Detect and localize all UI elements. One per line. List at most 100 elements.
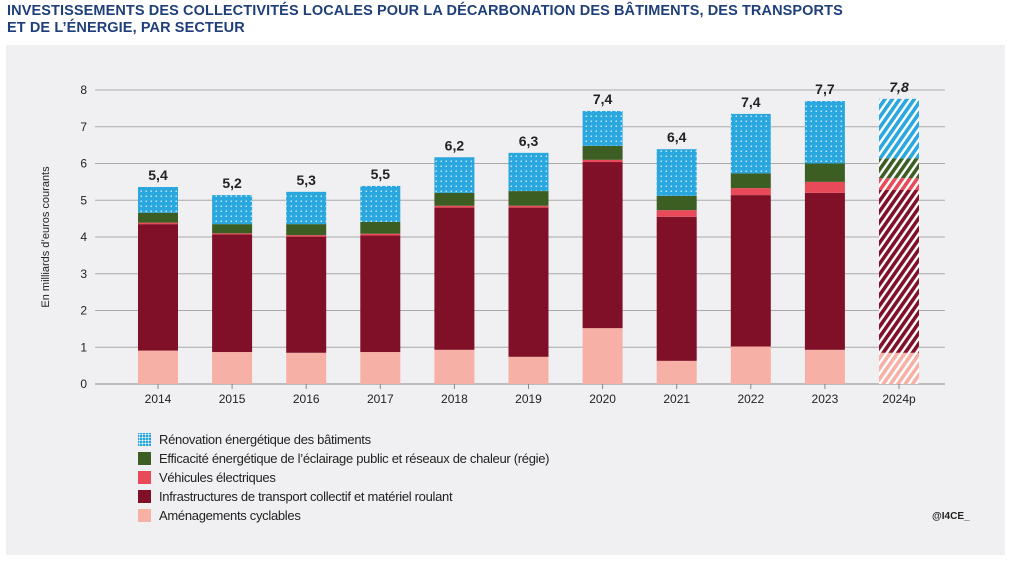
bar-segment [730, 113, 771, 174]
total-label: 7,4 [593, 91, 613, 107]
bar-segment [582, 110, 623, 146]
bar-segment [360, 233, 401, 236]
bar-segment [434, 192, 475, 206]
bar-segment [286, 236, 327, 353]
bar-segment [360, 221, 401, 234]
legend-item: Infrastructures de transport collectif e… [138, 487, 549, 506]
bar-segment [138, 187, 178, 213]
bar-segment [879, 189, 919, 353]
x-tick-label: 2023 [812, 392, 839, 406]
bar-segment [138, 222, 178, 225]
x-tick-label: 2024p [882, 392, 916, 406]
total-label: 6,3 [519, 133, 539, 149]
legend: Rénovation énergétique des bâtiments Effi… [138, 430, 550, 525]
legend-swatch [138, 490, 151, 503]
legend-swatch [138, 509, 151, 522]
bar-segment [212, 233, 253, 235]
y-tick-label: 5 [80, 193, 87, 207]
legend-label: Efficacité énergétique de l’éclairage pu… [159, 451, 550, 466]
bar-segment [582, 162, 623, 329]
legend-item: Véhicules électriques [138, 468, 549, 487]
bar-segment [360, 185, 401, 222]
y-tick-label: 8 [80, 83, 87, 97]
x-tick-label: 2015 [219, 392, 246, 406]
total-label: 6,2 [445, 137, 465, 153]
bar-segment [804, 192, 845, 350]
legend-swatch [138, 452, 151, 465]
bar-segment [582, 328, 623, 384]
total-label: 5,4 [148, 167, 168, 183]
y-tick-label: 3 [80, 267, 87, 281]
bar-segment [508, 191, 549, 206]
bar-segment [730, 188, 771, 196]
total-label: 5,5 [371, 166, 391, 182]
bar-segment [730, 346, 771, 384]
bar-segment [804, 181, 845, 193]
bar-segment [434, 349, 475, 384]
bar-segment [138, 350, 178, 384]
y-tick-label: 1 [80, 340, 87, 354]
legend-item: Efficacité énergétique de l’éclairage pu… [138, 449, 550, 468]
bar-segment [286, 235, 327, 237]
bar-segment [138, 212, 178, 223]
chart-title: INVESTISSEMENTS DES COLLECTIVITÉS LOCALE… [7, 3, 843, 37]
bar-segment [212, 195, 253, 225]
bar-segment [582, 145, 623, 160]
y-axis-label: En milliards d’euros courants [40, 166, 52, 308]
x-tick-label: 2022 [737, 392, 764, 406]
y-tick-label: 0 [80, 377, 87, 391]
bar-segment [286, 352, 327, 384]
x-tick-label: 2019 [515, 392, 542, 406]
bar-segment [508, 207, 549, 357]
x-tick-label: 2017 [367, 392, 394, 406]
bar-segment [434, 157, 475, 193]
y-tick-label: 6 [80, 157, 87, 171]
bar-segment [508, 356, 549, 384]
total-label: 7,8 [889, 79, 909, 95]
legend-item: Aménagements cyclables [138, 506, 549, 525]
bar-segment [434, 207, 475, 350]
bar-segment [656, 360, 697, 384]
bar-segment [212, 224, 253, 234]
y-tick-label: 4 [80, 230, 87, 244]
title-line-2: ET DE L’ÉNERGIE, PAR SECTEUR [7, 20, 245, 36]
bar-segment [508, 205, 549, 208]
x-tick-label: 2014 [145, 392, 172, 406]
bar-segment [656, 210, 697, 217]
bar-segment [879, 178, 919, 190]
bar-segment [656, 216, 697, 361]
total-label: 6,4 [667, 129, 687, 145]
bar-segment [360, 235, 401, 353]
bar-segment [804, 349, 845, 384]
bar-segment [286, 191, 327, 225]
bar-segment [879, 98, 919, 159]
y-tick-label: 7 [80, 120, 87, 134]
bar-segment [360, 352, 401, 384]
legend-label: Aménagements cyclables [159, 508, 301, 523]
legend-label: Véhicules électriques [159, 470, 276, 485]
bar-segment [138, 224, 178, 351]
legend-swatch [138, 471, 151, 484]
x-tick-label: 2018 [441, 392, 468, 406]
bar-segment [434, 205, 475, 208]
credit: @I4CE_ [932, 511, 970, 522]
bar-segment [508, 152, 549, 192]
bar-segment [656, 195, 697, 211]
bar-segment [804, 163, 845, 182]
bar-segment [730, 195, 771, 347]
legend-label: Rénovation énergétique des bâtiments [159, 432, 371, 447]
bar-segment [582, 159, 623, 163]
x-tick-label: 2016 [293, 392, 320, 406]
title-line-1: INVESTISSEMENTS DES COLLECTIVITÉS LOCALE… [7, 3, 843, 19]
bar-segment [879, 352, 919, 384]
bar-segment [656, 149, 697, 196]
x-tick-label: 2020 [589, 392, 616, 406]
total-label: 5,3 [296, 172, 316, 188]
bar-segment [879, 158, 919, 179]
bar-segment [804, 101, 845, 164]
legend-item: Rénovation énergétique des bâtiments [138, 430, 549, 449]
legend-swatch [138, 433, 151, 446]
total-label: 5,2 [222, 175, 242, 191]
bar-segment [286, 224, 327, 236]
